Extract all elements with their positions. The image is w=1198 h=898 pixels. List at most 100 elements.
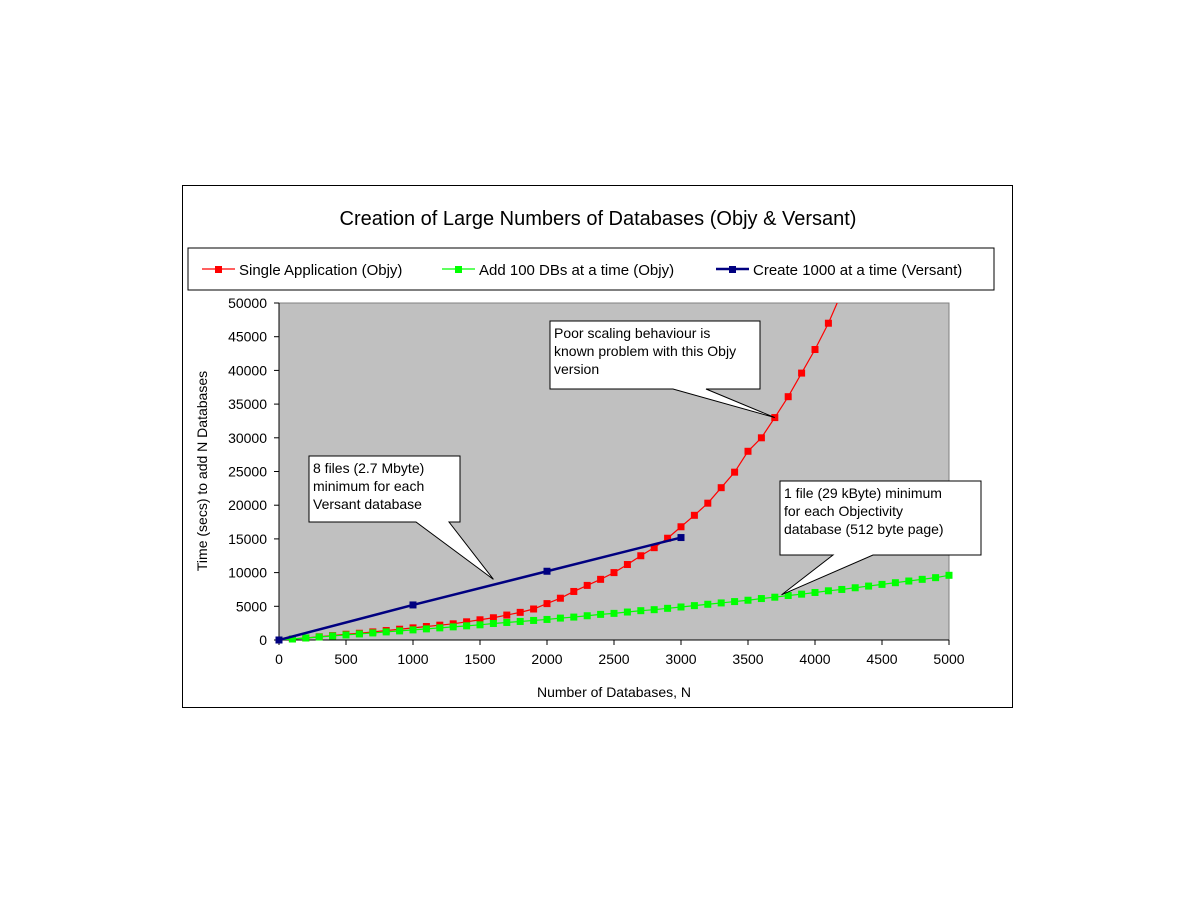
data-point-add-100-dbs — [824, 587, 832, 595]
data-point-single-application — [784, 393, 792, 401]
data-point-add-100-dbs — [717, 599, 725, 607]
callout-box — [779, 480, 982, 596]
data-point-add-100-dbs — [503, 618, 511, 626]
data-point-add-100-dbs — [342, 631, 350, 639]
data-point-single-application — [798, 369, 806, 377]
data-point-single-application — [476, 616, 484, 624]
data-point-add-100-dbs — [650, 606, 658, 614]
data-point-add-100-dbs — [369, 629, 377, 637]
legend-marker-create-1000 — [729, 266, 736, 273]
data-point-add-100-dbs — [677, 603, 685, 611]
annotation-layer: Poor scaling behaviour is known problem w… — [308, 320, 982, 596]
data-point-single-application — [637, 552, 645, 560]
legend-label-single-application: Single Application (Objy) — [239, 262, 402, 279]
data-point-add-100-dbs — [690, 602, 698, 610]
annotation-text: for each Objectivity — [784, 503, 903, 519]
data-point-single-application — [650, 544, 658, 552]
series-line-create-1000 — [279, 536, 682, 640]
data-point-single-application — [597, 575, 605, 583]
series-layer — [275, 303, 953, 644]
data-point-add-100-dbs — [449, 623, 457, 631]
x-tick-label: 4500 — [866, 651, 897, 667]
data-point-single-application — [530, 605, 538, 613]
annotation-text: Poor scaling behaviour is — [554, 325, 710, 341]
data-point-single-application — [503, 611, 511, 619]
x-tick-label: 1000 — [397, 651, 428, 667]
data-point-add-100-dbs — [543, 615, 551, 623]
data-point-add-100-dbs — [918, 575, 926, 583]
data-point-add-100-dbs — [302, 634, 310, 642]
data-point-single-application — [543, 600, 551, 608]
legend-item-add-100-dbs: Add 100 DBs at a time (Objy) — [442, 262, 674, 279]
data-point-add-100-dbs — [409, 626, 417, 634]
y-tick-label: 15000 — [228, 531, 267, 547]
data-point-create-1000 — [409, 601, 417, 609]
y-tick-label: 30000 — [228, 430, 267, 446]
data-point-add-100-dbs — [382, 628, 390, 636]
data-point-add-100-dbs — [476, 621, 484, 629]
data-point-add-100-dbs — [851, 584, 859, 592]
x-tick-label: 500 — [334, 651, 358, 667]
annotation-text: database (512 byte page) — [784, 521, 944, 537]
data-point-single-application — [731, 468, 739, 476]
data-point-add-100-dbs — [623, 608, 631, 616]
data-point-add-100-dbs — [516, 617, 524, 625]
series-add-100-dbs — [275, 571, 953, 644]
data-point-add-100-dbs — [489, 619, 497, 627]
data-point-create-1000 — [543, 567, 551, 575]
annotation-text: 8 files (2.7 Mbyte) — [313, 460, 424, 476]
data-point-add-100-dbs — [355, 630, 363, 638]
data-point-add-100-dbs — [905, 577, 913, 585]
data-point-single-application — [623, 561, 631, 569]
annotation-text: 1 file (29 kByte) minimum — [784, 485, 942, 501]
chart-frame: Creation of Large Numbers of Databases (… — [182, 185, 1013, 708]
data-point-add-100-dbs — [838, 585, 846, 593]
data-point-single-application — [489, 614, 497, 622]
data-point-add-100-dbs — [704, 600, 712, 608]
x-tick-label: 5000 — [933, 651, 964, 667]
data-point-single-application — [556, 594, 564, 602]
chart-title: Creation of Large Numbers of Databases (… — [340, 208, 857, 230]
data-point-add-100-dbs — [731, 598, 739, 606]
data-point-add-100-dbs — [757, 595, 765, 603]
series-create-1000 — [275, 534, 685, 644]
y-tick-label: 40000 — [228, 362, 267, 378]
annotation-text: Versant database — [313, 496, 422, 512]
data-point-single-application — [570, 587, 578, 595]
data-point-add-100-dbs — [932, 574, 940, 582]
data-point-add-100-dbs — [396, 627, 404, 635]
legend-item-single-application: Single Application (Objy) — [202, 262, 402, 279]
data-point-add-100-dbs — [891, 579, 899, 587]
legend-marker-add-100-dbs — [455, 266, 462, 273]
data-point-add-100-dbs — [583, 612, 591, 620]
data-point-single-application — [744, 447, 752, 455]
y-tick-label: 10000 — [228, 565, 267, 581]
y-tick-label: 45000 — [228, 329, 267, 345]
x-tick-label: 2000 — [531, 651, 562, 667]
data-point-add-100-dbs — [637, 607, 645, 615]
y-tick-label: 5000 — [236, 598, 267, 614]
data-point-add-100-dbs — [530, 616, 538, 624]
data-point-single-application — [811, 346, 819, 354]
y-tick-label: 35000 — [228, 396, 267, 412]
data-point-add-100-dbs — [865, 582, 873, 590]
data-point-add-100-dbs — [570, 613, 578, 621]
data-point-add-100-dbs — [556, 614, 564, 622]
data-point-add-100-dbs — [597, 610, 605, 618]
annotation-text: version — [554, 361, 599, 377]
data-point-add-100-dbs — [422, 625, 430, 633]
axes: 0 500 1000 1500 2000 2500 3000 3500 4000 4500 5000… — [228, 295, 965, 667]
x-tick-label: 2500 — [598, 651, 629, 667]
data-point-single-application — [516, 608, 524, 616]
data-point-add-100-dbs — [945, 571, 953, 579]
y-tick-label: 50000 — [228, 295, 267, 311]
data-point-add-100-dbs — [784, 592, 792, 600]
annotation-text: minimum for each — [313, 478, 424, 494]
annotation-objy-scaling: Poor scaling behaviour is known problem w… — [549, 320, 775, 419]
data-point-add-100-dbs — [436, 624, 444, 632]
data-point-add-100-dbs — [610, 609, 618, 617]
chart-canvas: Creation of Large Numbers of Databases (… — [187, 208, 995, 700]
annotation-text: known problem with this Objy — [554, 343, 736, 359]
legend: Single Application (Objy) Add 100 DBs at… — [187, 247, 995, 291]
data-point-add-100-dbs — [744, 596, 752, 604]
